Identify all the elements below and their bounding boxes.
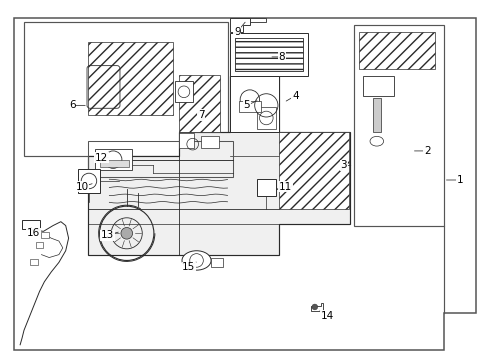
Bar	[36, 242, 44, 248]
Bar	[201, 136, 219, 148]
Circle shape	[312, 304, 318, 310]
Text: 15: 15	[182, 262, 196, 272]
Text: 6: 6	[69, 100, 76, 111]
Bar	[22, 220, 40, 229]
Text: 5: 5	[244, 100, 250, 111]
Bar	[211, 257, 223, 267]
Bar	[373, 98, 381, 131]
Circle shape	[121, 228, 133, 239]
Polygon shape	[179, 75, 220, 131]
Polygon shape	[230, 18, 250, 32]
Bar	[42, 232, 49, 238]
Bar	[99, 159, 129, 167]
Bar	[257, 179, 276, 197]
Bar	[257, 107, 276, 129]
Polygon shape	[88, 42, 173, 115]
Bar	[235, 39, 303, 71]
Polygon shape	[359, 32, 435, 68]
Bar	[179, 134, 194, 148]
Polygon shape	[279, 131, 349, 209]
Bar	[230, 76, 279, 131]
Text: 13: 13	[101, 230, 114, 240]
Ellipse shape	[182, 251, 211, 270]
Polygon shape	[88, 76, 350, 255]
Ellipse shape	[370, 136, 384, 146]
Circle shape	[190, 254, 203, 267]
Text: 14: 14	[321, 311, 334, 321]
Bar	[239, 100, 261, 112]
Bar	[175, 81, 193, 103]
Text: 9: 9	[234, 27, 241, 37]
Text: 4: 4	[292, 91, 299, 101]
Bar	[30, 260, 38, 265]
Text: 3: 3	[341, 161, 347, 171]
Bar	[363, 76, 394, 96]
Text: 12: 12	[95, 153, 108, 163]
Text: 11: 11	[279, 182, 293, 192]
Text: 1: 1	[457, 175, 464, 185]
Polygon shape	[250, 18, 267, 22]
Polygon shape	[311, 303, 322, 311]
Polygon shape	[235, 39, 303, 71]
Text: 8: 8	[278, 52, 285, 62]
Bar	[78, 169, 99, 193]
Text: 16: 16	[27, 228, 40, 238]
Bar	[230, 33, 308, 76]
Text: 10: 10	[75, 182, 89, 192]
Text: 2: 2	[424, 146, 431, 156]
Text: 7: 7	[198, 110, 205, 120]
Bar	[95, 149, 132, 170]
